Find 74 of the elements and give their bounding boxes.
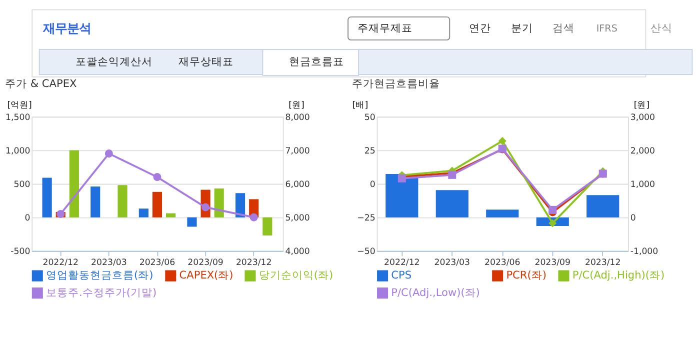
y2-axis-title: [원] <box>634 100 650 111</box>
point <box>153 173 162 182</box>
text: IFRS <box>596 23 618 34</box>
bar <box>436 190 468 218</box>
bar <box>486 210 519 218</box>
text: 재무상태표 <box>178 56 234 68</box>
x-tick-label: 2023/06 <box>139 258 176 268</box>
bar <box>152 192 162 218</box>
x-tick-label: 2023/03 <box>91 258 127 268</box>
bar <box>586 195 620 218</box>
legend-label: CAPEX(좌) <box>179 270 234 282</box>
text: 현금흐름표 <box>288 56 344 68</box>
x-tick-label: 2023/09 <box>188 258 224 268</box>
text: 주재무제표 <box>358 22 413 34</box>
bar <box>69 150 79 218</box>
legend-label: 보통주.수정주가(기말) <box>46 286 157 299</box>
y2-tick-label: 8,000 <box>285 113 310 124</box>
y-axis-title: [배] <box>352 100 368 111</box>
text: CPS <box>391 270 412 282</box>
bar <box>90 186 100 218</box>
legend-label: 영업활동현금흐름(좌) <box>46 270 154 282</box>
y2-tick-label: 0 <box>630 214 636 224</box>
y-tick-label: 1,500 <box>6 113 30 124</box>
legend-label: 당기순이익(좌) <box>258 270 334 282</box>
point <box>104 150 113 158</box>
y2-tick-label: 1,000 <box>630 180 656 190</box>
legend-label: PCR(좌) <box>506 270 546 282</box>
bar <box>214 188 224 218</box>
text: 재무분석 <box>42 20 92 36</box>
y-axis-title: [억원] <box>7 100 32 111</box>
bar <box>235 193 246 218</box>
y2-tick-label: 2,000 <box>630 146 656 157</box>
bar <box>262 217 272 236</box>
chart-title: 주가현금흐름비율 <box>352 78 440 90</box>
text: 연간 <box>468 22 491 34</box>
y2-tick-label: 4,000 <box>285 247 310 258</box>
y-tick-label: 1,000 <box>6 146 30 157</box>
y-tick-label: -500 <box>10 247 30 258</box>
text: 산식 <box>650 22 673 34</box>
bar <box>118 185 128 218</box>
bar <box>166 213 176 218</box>
point <box>548 206 557 214</box>
x-tick-label: 2023/03 <box>434 258 470 268</box>
y-tick-label: −50 <box>357 247 376 258</box>
chart-title: 주가 & CAPEX <box>5 78 77 90</box>
y-tick-label: 0 <box>370 180 376 190</box>
y2-tick-label: 3,000 <box>630 113 656 124</box>
bar <box>42 178 52 218</box>
y2-tick-label: -1,000 <box>630 247 658 258</box>
y2-axis-title: [원] <box>288 100 304 111</box>
bar <box>187 217 197 227</box>
point <box>498 136 506 145</box>
point <box>250 213 258 222</box>
x-tick-label: 2023/09 <box>534 258 571 268</box>
y2-tick-label: 6,000 <box>285 180 310 190</box>
x-tick-label: 2022/12 <box>42 258 79 268</box>
y2-tick-label: 7,000 <box>285 146 310 157</box>
text: 포괄손익계산서 <box>76 56 153 68</box>
y-tick-label: 500 <box>14 180 30 190</box>
y-tick-label: −25 <box>357 214 376 224</box>
legend-label: P/C(Adj.,Low)(좌) <box>391 286 480 299</box>
bar <box>138 208 148 218</box>
bar <box>386 174 418 218</box>
y-tick-label: 25 <box>364 146 376 157</box>
text: 분기 <box>511 22 534 34</box>
y-tick-label: 50 <box>364 113 376 124</box>
y-tick-label: 0 <box>24 214 30 224</box>
text: 검색 <box>552 22 575 34</box>
x-tick-label: 2023/12 <box>584 258 621 268</box>
x-tick-label: 2023/06 <box>484 258 520 268</box>
x-tick-label: 2022/12 <box>384 258 420 268</box>
x-tick-label: 2023/12 <box>236 258 272 268</box>
legend-label: P/C(Adj.,High)(좌) <box>572 270 665 282</box>
y2-tick-label: 5,000 <box>285 214 310 224</box>
